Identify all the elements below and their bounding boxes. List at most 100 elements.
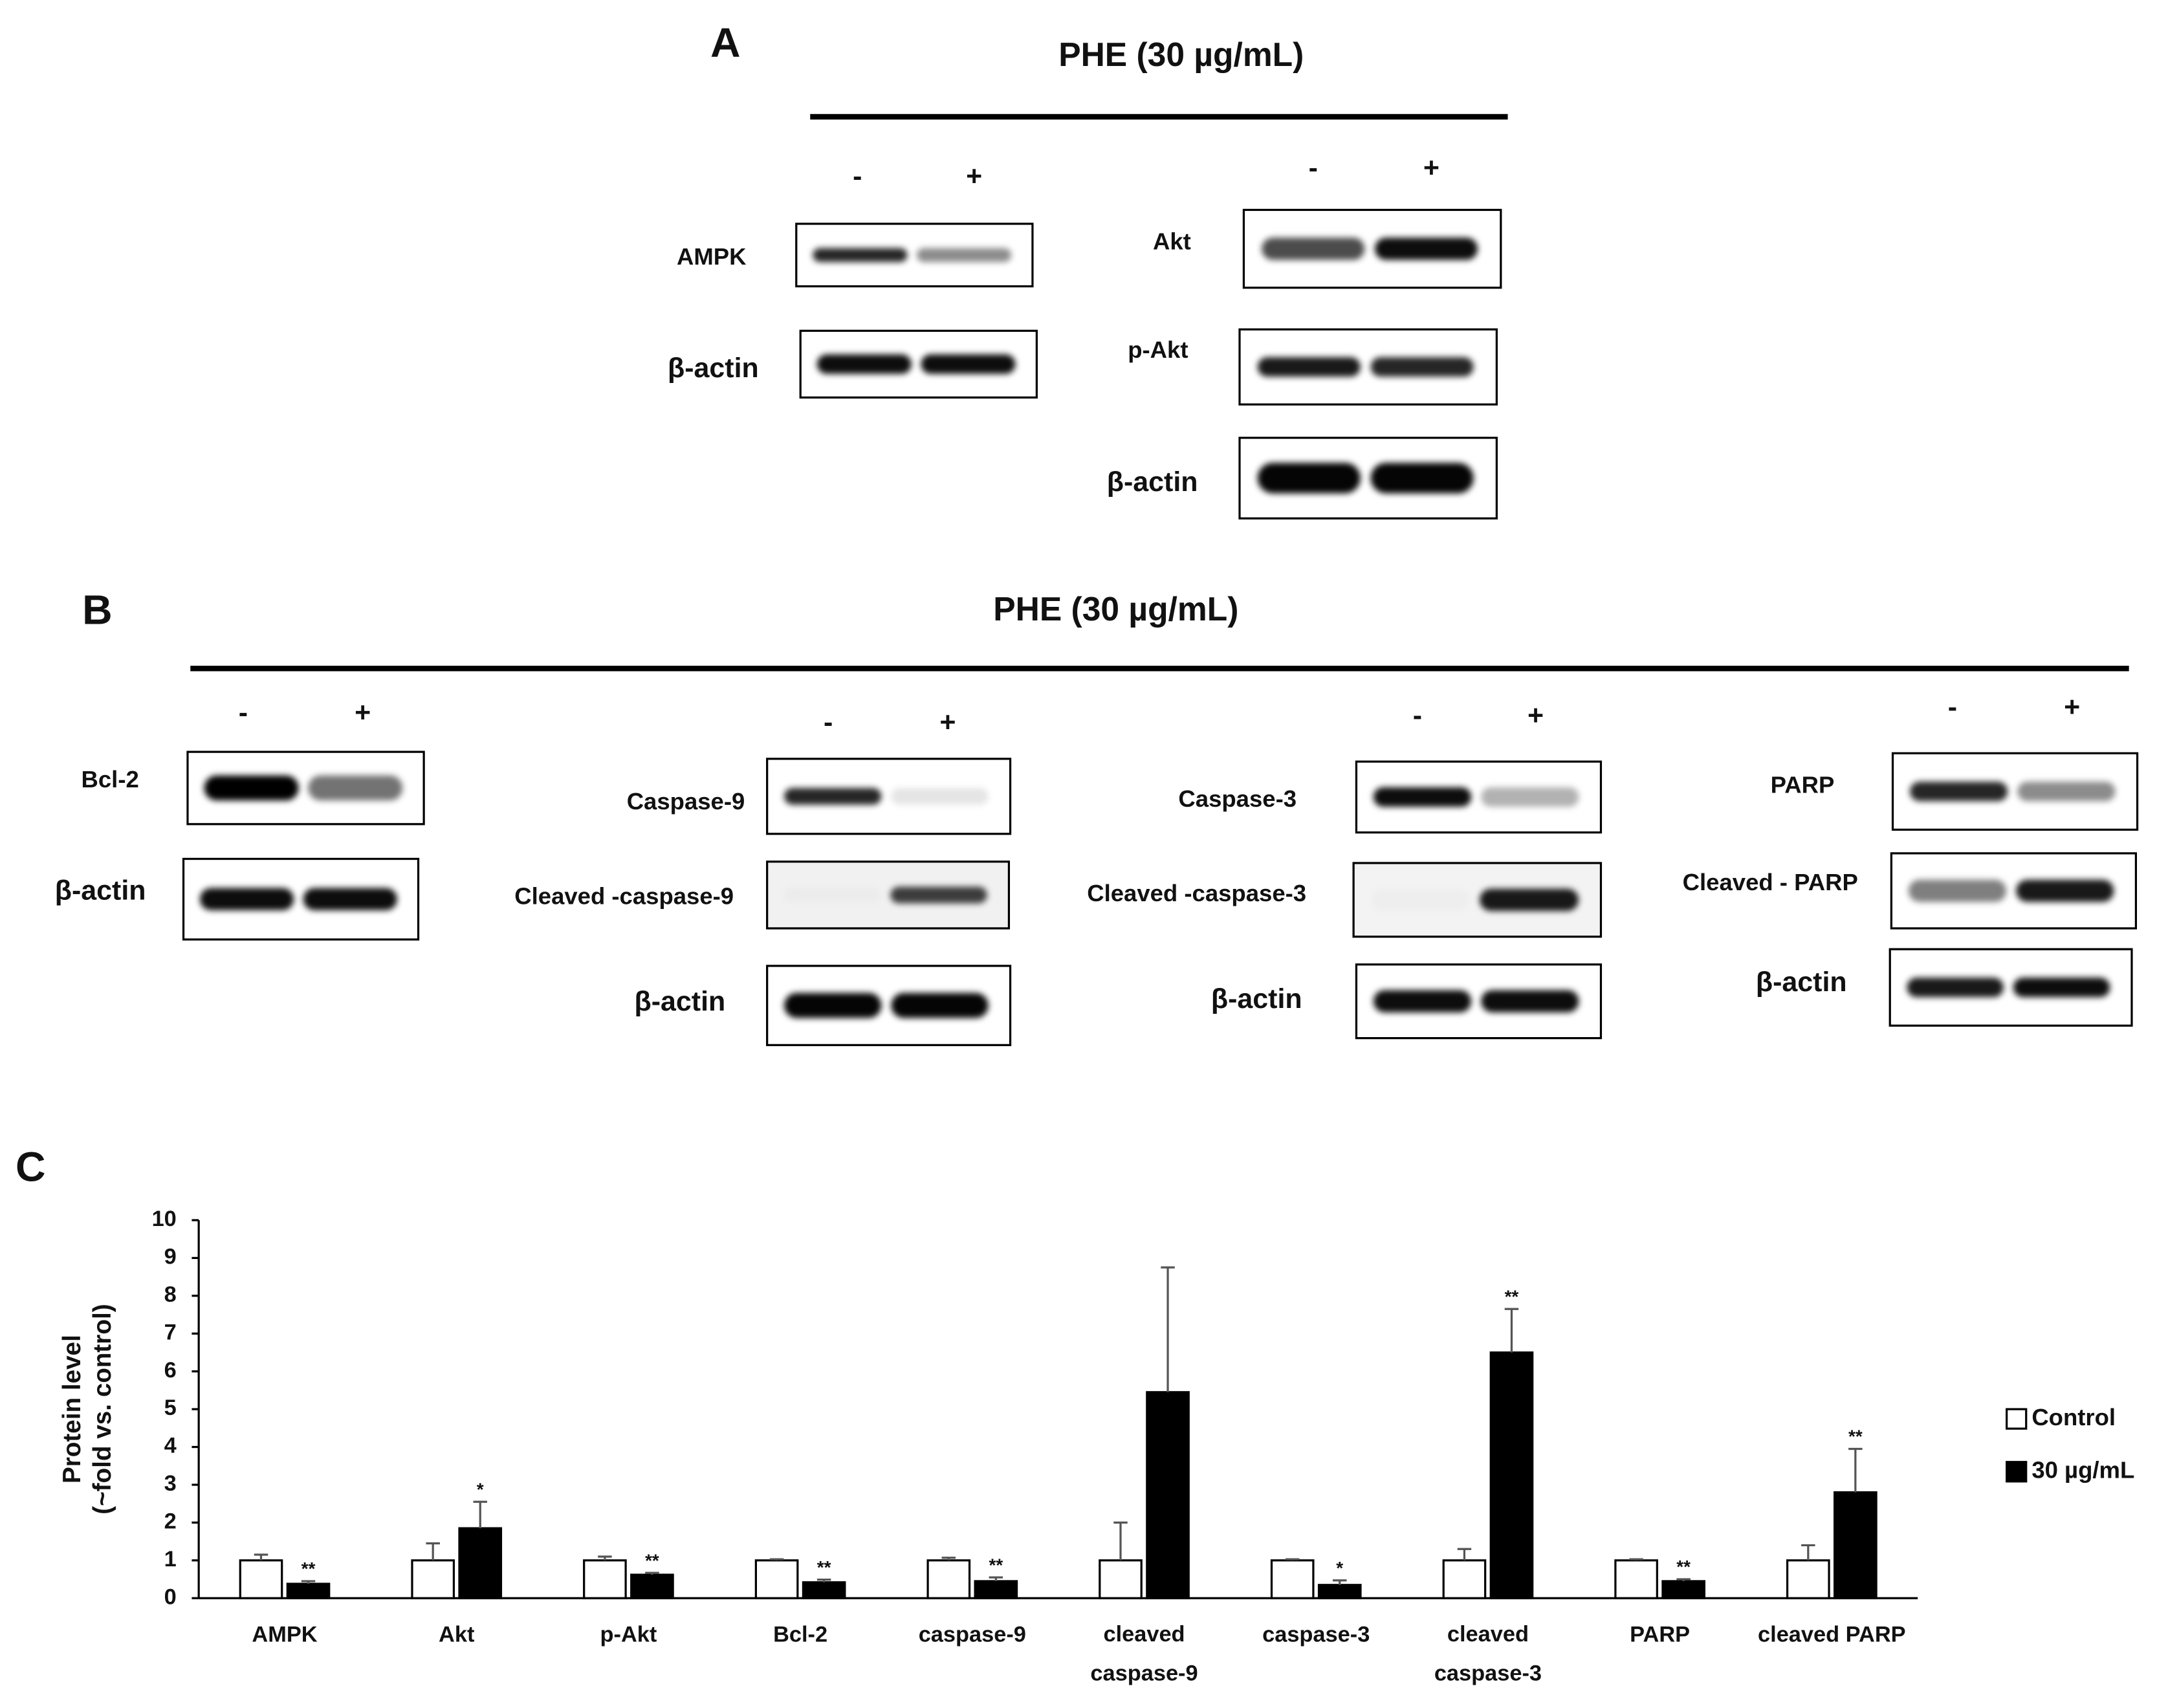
bar — [802, 1581, 846, 1599]
legend-swatch — [2006, 1408, 2028, 1430]
bar — [1146, 1391, 1190, 1599]
band — [917, 248, 1012, 262]
x-tick-label: caspase-9 — [919, 1622, 1026, 1647]
band — [2013, 978, 2110, 998]
band — [891, 992, 989, 1018]
lane-sign: - — [1413, 700, 1422, 731]
blot-label: Caspase-3 — [1178, 785, 1297, 812]
blot-label: Cleaved - PARP — [1683, 869, 1858, 895]
blot-label: β-actin — [1107, 466, 1198, 498]
significance: ** — [1848, 1427, 1863, 1447]
lane-sign: - — [239, 697, 248, 728]
band — [1262, 237, 1365, 260]
bar — [1442, 1559, 1487, 1599]
lane-sign: + — [939, 707, 956, 738]
band — [1373, 787, 1472, 807]
y-tick-label: 5 — [164, 1396, 177, 1420]
legend-label: 30 µg/mL — [2031, 1456, 2134, 1483]
lane-sign: - — [824, 707, 833, 738]
y-axis-title-line: Protein level — [58, 1335, 86, 1484]
lane-sign: - — [1948, 692, 1957, 723]
band — [783, 992, 882, 1018]
x-tick-label-line: caspase-3 — [1434, 1661, 1542, 1685]
y-tick-label: 7 — [164, 1320, 177, 1344]
x-tick-label: Bcl-2 — [773, 1622, 827, 1647]
bar — [630, 1573, 674, 1599]
lane-sign: - — [1309, 152, 1318, 183]
band — [1257, 357, 1361, 377]
y-tick-label: 2 — [164, 1509, 177, 1533]
significance: ** — [1676, 1557, 1691, 1577]
band — [1908, 879, 2007, 903]
band — [890, 886, 987, 904]
blot-label: Cleaved -caspase-3 — [1087, 880, 1306, 906]
x-tick-label: cleaved caspase-3 — [1434, 1622, 1542, 1685]
band — [891, 787, 989, 805]
band — [816, 354, 912, 374]
blot-label: β-actin — [668, 353, 759, 384]
band — [1257, 463, 1361, 494]
y-tick-label: 10 — [152, 1207, 177, 1231]
blot-label: β-actin — [635, 986, 726, 1017]
band — [1371, 889, 1470, 911]
bar — [1786, 1559, 1830, 1599]
bar — [583, 1559, 627, 1599]
bar — [974, 1580, 1018, 1599]
y-tick-label: 6 — [164, 1358, 177, 1383]
blot-label: AMPK — [677, 243, 747, 270]
band — [1907, 978, 2004, 998]
band — [2017, 782, 2116, 802]
panel-label: B — [82, 586, 113, 633]
blot-label: Cleaved -caspase-9 — [514, 882, 734, 909]
significance: ** — [989, 1555, 1003, 1575]
treatment-label: PHE (30 µg/mL) — [1058, 36, 1304, 73]
lane-sign: + — [1527, 700, 1544, 731]
x-tick-label: PARP — [1630, 1622, 1690, 1647]
blot-label: β-actin — [55, 875, 146, 906]
bar — [411, 1559, 455, 1599]
significance: ** — [817, 1557, 831, 1577]
bar — [1099, 1559, 1143, 1599]
band — [204, 775, 299, 801]
band — [199, 888, 294, 910]
panel-label: A — [710, 19, 741, 66]
x-tick-label-line: cleaved — [1447, 1622, 1529, 1647]
band — [784, 886, 881, 903]
significance: * — [1336, 1558, 1343, 1578]
band — [1481, 990, 1579, 1013]
lane-sign: + — [355, 697, 371, 728]
band — [1909, 782, 2008, 802]
bar — [926, 1559, 971, 1599]
legend-label: Control — [2031, 1404, 2116, 1430]
lane-sign: + — [966, 160, 982, 192]
blot-label: β-actin — [1211, 983, 1302, 1014]
significance: ** — [645, 1550, 659, 1570]
band — [1481, 787, 1579, 807]
x-tick-label: caspase-3 — [1262, 1622, 1370, 1647]
significance: ** — [1505, 1286, 1519, 1306]
x-tick-label-line: caspase-9 — [1090, 1661, 1198, 1685]
bar — [1270, 1559, 1315, 1599]
blot-label: PARP — [1771, 771, 1835, 798]
blot-label: Bcl-2 — [82, 766, 139, 793]
bar — [754, 1559, 799, 1599]
band — [308, 775, 403, 801]
band — [783, 787, 882, 805]
bar — [1317, 1584, 1362, 1599]
x-tick-label: Akt — [439, 1622, 475, 1647]
legend-swatch — [2006, 1461, 2028, 1483]
y-tick-label: 8 — [164, 1282, 177, 1307]
y-tick-label: 9 — [164, 1244, 177, 1269]
blot-label: Akt — [1153, 228, 1191, 255]
y-tick-label: 3 — [164, 1471, 177, 1496]
band — [1370, 463, 1474, 494]
band — [813, 248, 908, 262]
y-tick-label: 4 — [164, 1434, 177, 1458]
significance: ** — [301, 1559, 316, 1579]
bar — [1661, 1580, 1705, 1599]
band — [1370, 357, 1474, 377]
y-axis-title-line: (~fold vs. control) — [89, 1304, 116, 1514]
x-tick-label: cleaved PARP — [1758, 1622, 1906, 1647]
bar — [286, 1582, 331, 1599]
